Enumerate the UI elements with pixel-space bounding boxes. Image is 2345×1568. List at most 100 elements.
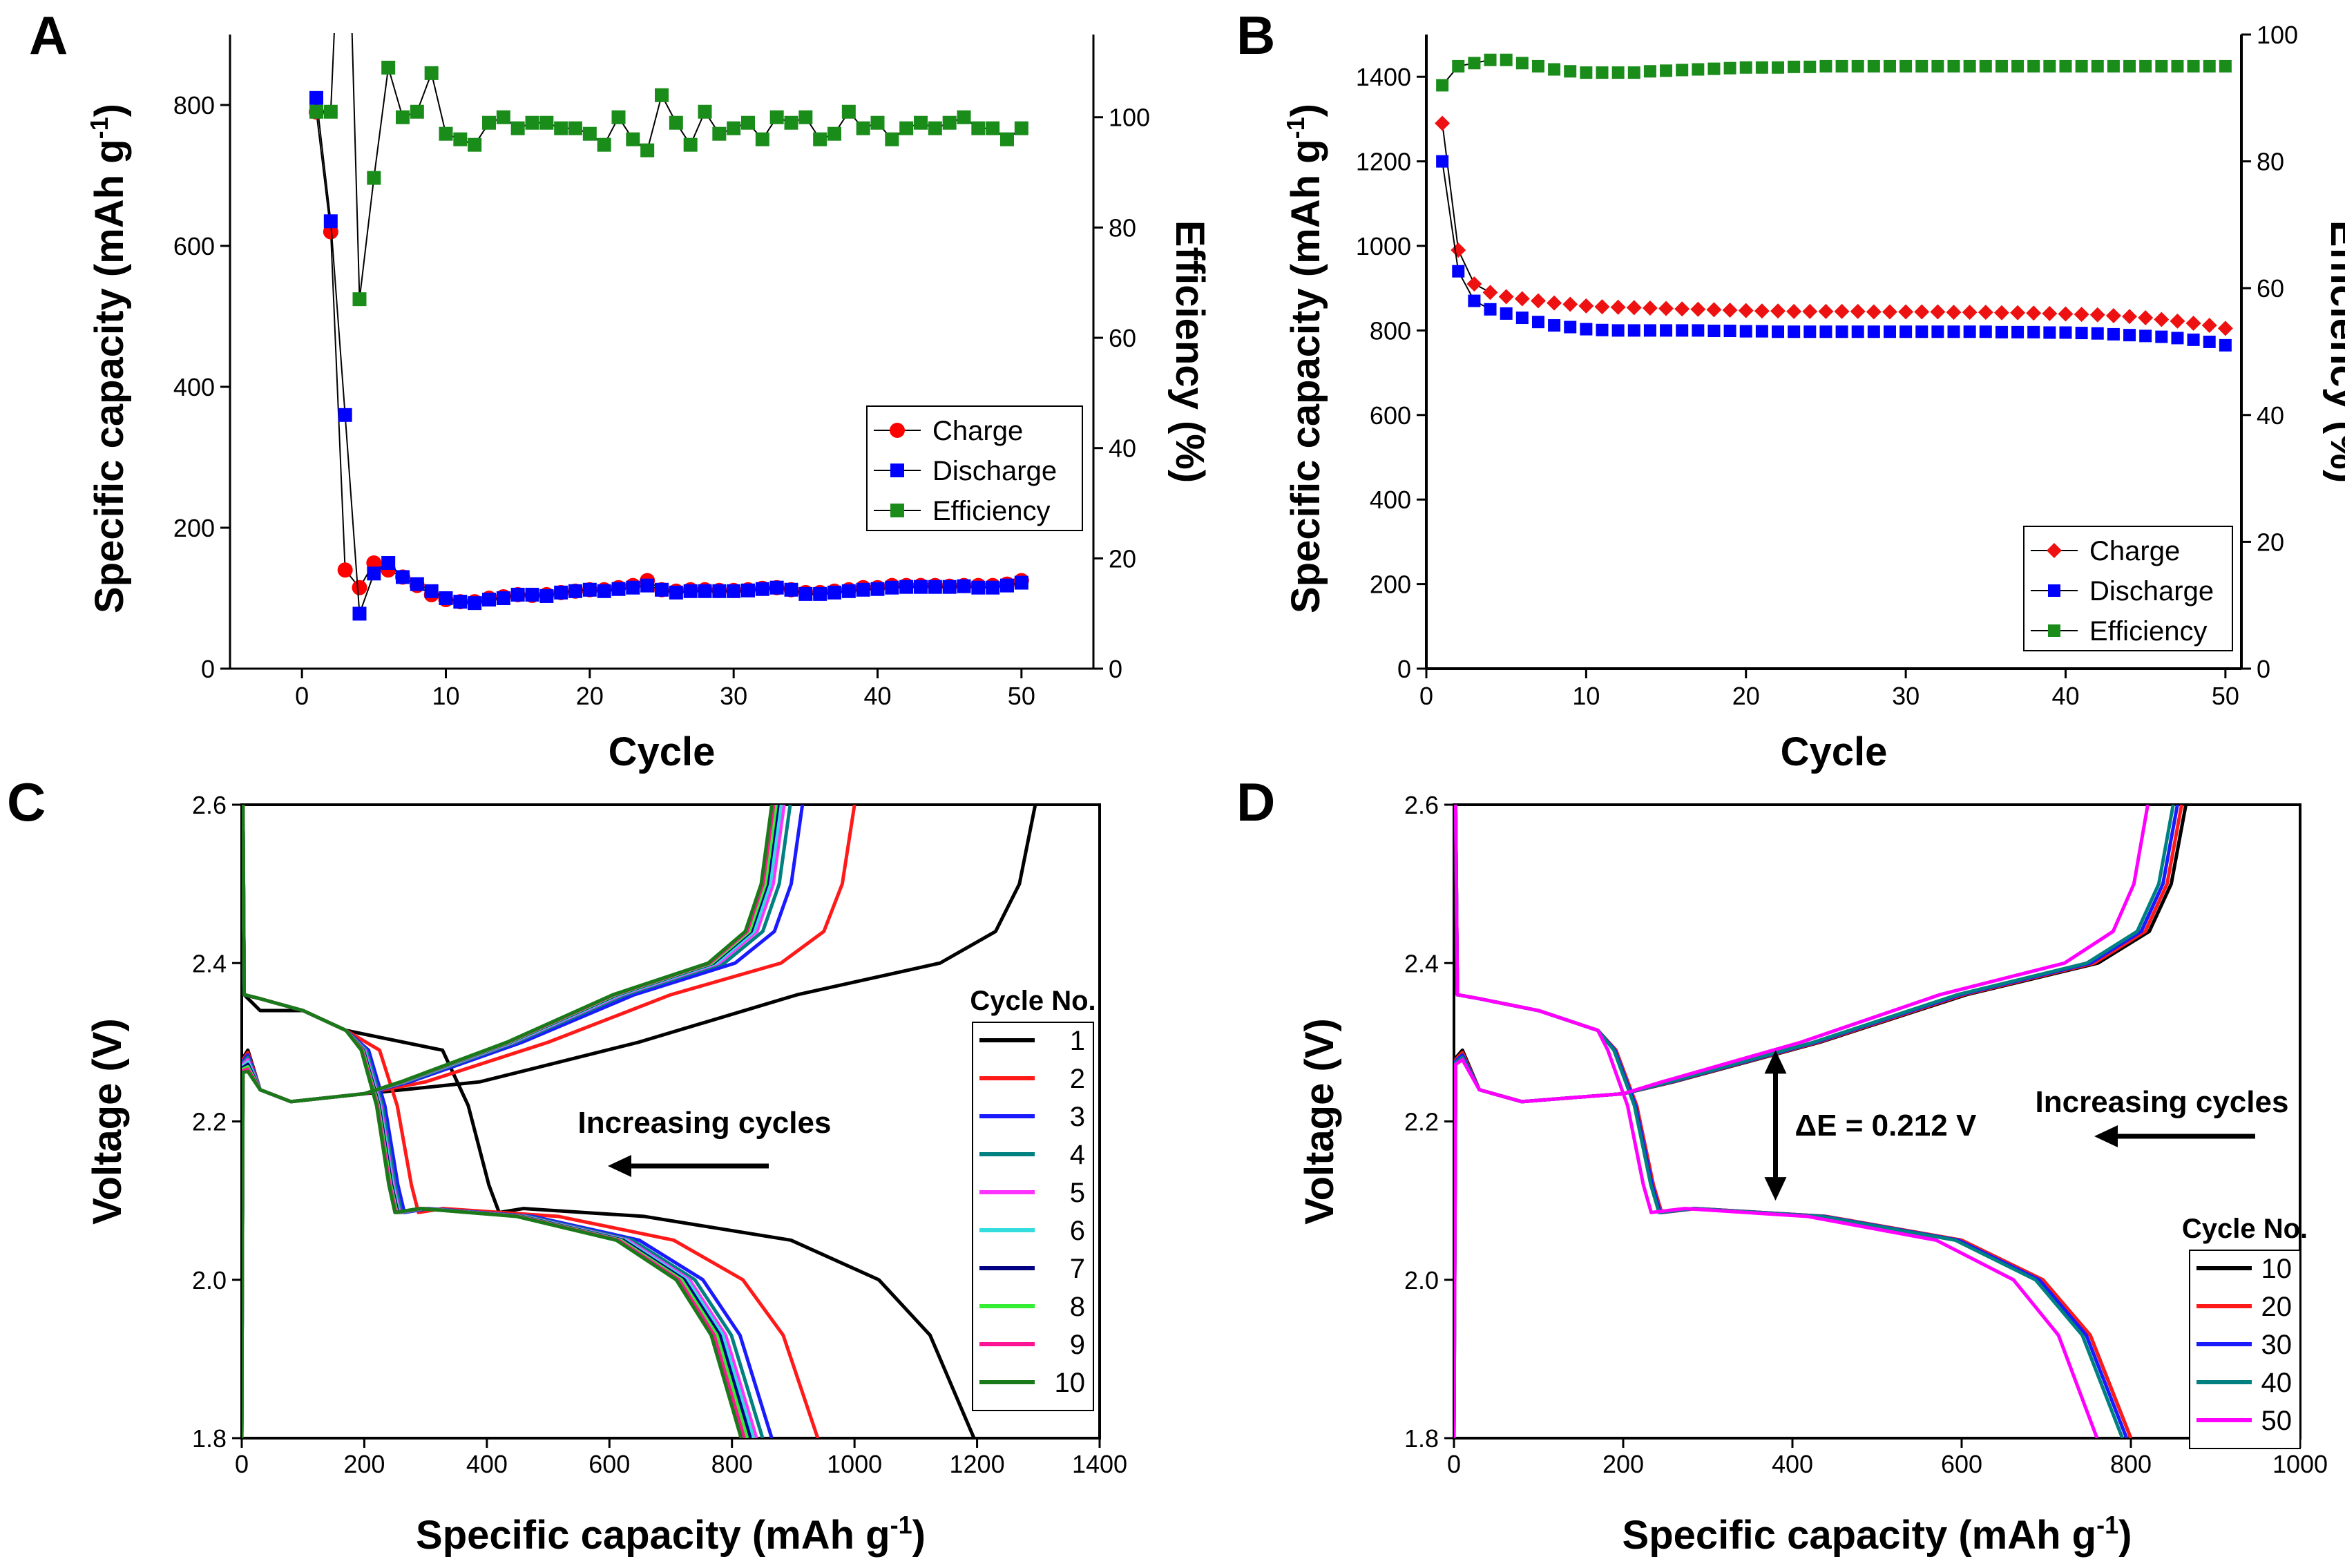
- panel-b-series-discharge: [1436, 155, 2232, 352]
- panel-d-delta-label: ΔE = 0.212 V: [1795, 1109, 1977, 1142]
- panel-c-charge-curve: [242, 805, 856, 1438]
- panel-a-discharge-point: [439, 591, 453, 605]
- panel-b-discharge-point: [1723, 325, 1736, 338]
- panel-b-efficiency-point: [1531, 59, 1544, 73]
- panel-a-efficiency-point: [468, 137, 482, 152]
- panel-b-charge-point: [1818, 303, 1834, 319]
- panel-b-legend-label: Efficiency: [2089, 616, 2207, 647]
- panel-c-x-tick-label: 400: [466, 1450, 508, 1478]
- panel-d-y-tick-label: 2.0: [1404, 1266, 1439, 1294]
- panel-b-charge-point: [2185, 315, 2201, 331]
- panel-d-legend-label: 50: [2261, 1406, 2293, 1436]
- panel-c-y-tick-label: 2.2: [192, 1108, 227, 1136]
- panel-b-charge-point: [1562, 296, 1578, 312]
- panel-label-d: D: [1236, 772, 1275, 832]
- panel-a-y2-tick-label: 40: [1109, 434, 1136, 463]
- panel-b-efficiency-point: [2043, 59, 2056, 73]
- panel-d-legend-label: 40: [2261, 1368, 2293, 1398]
- panel-c-legend-label: 7: [1070, 1254, 1085, 1284]
- panel-a-discharge-point: [784, 582, 798, 597]
- panel-b-charge-point: [2217, 321, 2233, 336]
- panel-a-legend-marker: [890, 504, 904, 517]
- panel-a-efficiency-point: [957, 110, 971, 124]
- panel-b-y2-tick-label: 80: [2257, 148, 2284, 176]
- panel-b-x-tick-label: 40: [2051, 682, 2079, 710]
- panel-d-discharge-curve: [1454, 805, 2133, 1438]
- panel-b-charge-point: [1834, 303, 1850, 319]
- panel-a-y-tick-label: 600: [173, 232, 215, 260]
- panel-d-legend-title: Cycle No.: [2182, 1214, 2308, 1244]
- panel-a-efficiency-line: [316, 33, 1022, 300]
- panel-a-efficiency-point: [755, 132, 769, 146]
- panel-b-y-tick-label: 1000: [1356, 232, 1411, 260]
- panel-b-charge-point: [1882, 304, 1897, 320]
- panel-a-discharge-point: [942, 580, 957, 594]
- panel-d-arrow-head: [2094, 1125, 2118, 1147]
- panel-b-efficiency-point: [2011, 59, 2025, 73]
- panel-a-discharge-point: [568, 584, 582, 598]
- panel-a-discharge-point: [712, 584, 727, 598]
- panel-a-efficiency-point: [741, 115, 755, 130]
- panel-b-charge-point: [2026, 305, 2042, 321]
- panel-b-charge-point: [1866, 304, 1882, 320]
- panel-b-efficiency-point: [2059, 59, 2072, 73]
- panel-b-discharge-point: [1660, 324, 1673, 337]
- panel-b-charge-point: [1962, 305, 1978, 321]
- panel-b-discharge-point: [1580, 323, 1593, 336]
- panel-c-discharge-curve: [242, 805, 976, 1438]
- panel-a-discharge-point: [856, 582, 870, 597]
- panel-b-charge-point: [1786, 303, 1802, 319]
- panel-d-discharge-curve: [1454, 805, 2129, 1438]
- panel-a-efficiency-point: [496, 110, 510, 124]
- panel-a-legend-label: Efficiency: [932, 496, 1050, 526]
- panel-a-y2-tick-label: 80: [1109, 213, 1136, 242]
- panel-b-efficiency-point: [1772, 61, 1785, 74]
- panel-b-charge-point: [1850, 303, 1866, 319]
- panel-b-efficiency-point: [1611, 66, 1625, 79]
- panel-c-legend-label: 4: [1070, 1140, 1085, 1170]
- panel-d-y-tick-label: 1.8: [1404, 1424, 1439, 1453]
- panel-b-charge-point: [2170, 313, 2185, 329]
- panel-a-efficiency-point: [424, 66, 439, 80]
- panel-b-efficiency-point: [2155, 59, 2168, 73]
- panel-d-legend-label: 10: [2261, 1254, 2293, 1284]
- panel-b-discharge-point: [2187, 333, 2200, 346]
- panel-a-discharge-point: [396, 570, 410, 584]
- panel-b-efficiency-point: [1995, 59, 2008, 73]
- panel-b-discharge-point: [1596, 323, 1609, 336]
- panel-b-efficiency-point: [1755, 61, 1768, 74]
- panel-b-x-tick-label: 10: [1572, 682, 1600, 710]
- panel-b-discharge-point: [2219, 338, 2232, 352]
- panel-a-discharge-point: [1014, 575, 1028, 590]
- panel-b-discharge-point: [1915, 325, 1928, 338]
- panel-b-charge-point: [1451, 242, 1466, 258]
- panel-b-discharge-point: [1692, 324, 1705, 337]
- panel-a-discharge-point: [482, 593, 496, 607]
- panel-a-efficiency-point: [1014, 121, 1028, 135]
- panel-b-efficiency-point: [1660, 64, 1673, 77]
- panel-a-efficiency-point: [309, 104, 323, 119]
- panel-a-discharge-point: [986, 580, 1000, 595]
- panel-a-efficiency-point: [554, 121, 568, 135]
- panel-b-legend-marker: [2047, 543, 2062, 558]
- panel-b-efficiency-point: [2123, 59, 2136, 73]
- panel-a-discharge-point: [352, 606, 367, 621]
- panel-c-x-tick-label: 600: [588, 1450, 630, 1478]
- panel-d-x-tick-label: 400: [1772, 1450, 1813, 1478]
- panel-a-efficiency-point: [899, 121, 914, 135]
- panel-a-legend-marker: [890, 463, 904, 477]
- panel-a-discharge-point: [539, 589, 554, 603]
- panel-a-efficiency-point: [626, 132, 640, 146]
- panel-c-legend-label: 3: [1070, 1102, 1085, 1132]
- panel-b-charge-point: [2105, 307, 2121, 323]
- panel-b-efficiency-point: [1564, 65, 1577, 78]
- panel-b-y2-tick-label: 0: [2257, 655, 2270, 683]
- panel-a-series-discharge: [309, 90, 1028, 621]
- panel-c-x-tick-label: 800: [711, 1450, 753, 1478]
- panel-a-efficiency-point: [640, 143, 655, 157]
- panel-b-charge-point: [1610, 299, 1626, 315]
- panel-a-discharge-point: [554, 585, 568, 600]
- panel-a-efficiency-point: [784, 115, 798, 130]
- panel-d-delta-arrow-down: [1764, 1177, 1787, 1201]
